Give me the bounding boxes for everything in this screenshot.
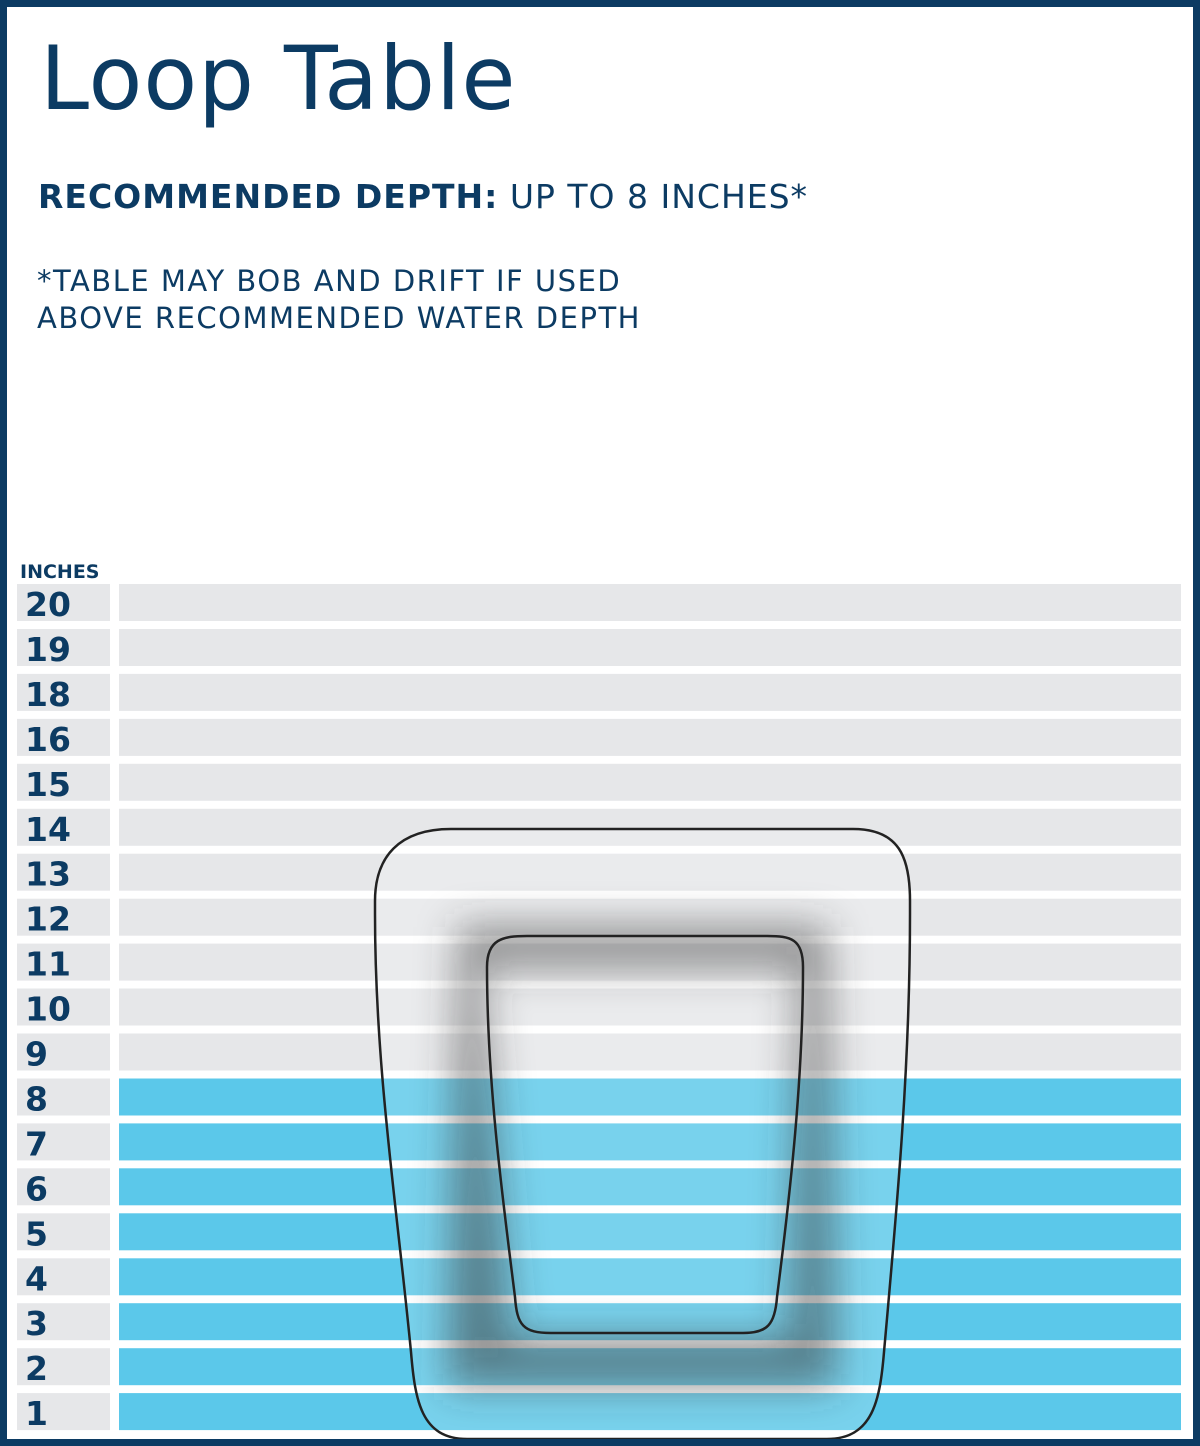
dry-band-19 [119,629,1181,666]
depth-scale: 20 19 18 16 15 14 13 12 11 10 9 8 7 6 5 4 3 2 1 [17,584,1181,1439]
tick-cell-19 [17,629,110,666]
tick-cell-5 [17,1213,110,1251]
tick-label-19: 19 [25,630,71,669]
tick-label-10: 10 [25,990,71,1029]
tick-cell-14 [17,808,110,846]
water-band-7 [119,1123,1181,1161]
water-band-1 [119,1393,1181,1431]
tick-cell-6 [17,1168,110,1206]
tick-cell-11 [17,943,110,981]
tick-cell-16 [17,718,110,756]
tick-cell-2 [17,1348,110,1386]
tick-label-3: 3 [25,1304,48,1343]
dry-band-16 [119,718,1181,756]
loop-table-icon [373,827,912,1439]
recommended-depth-value: UP TO 8 INCHES* [509,177,809,216]
tick-label-8: 8 [25,1080,48,1119]
tick-label-11: 11 [25,945,71,984]
tick-label-14: 14 [25,810,71,849]
tick-label-9: 9 [25,1035,48,1074]
footnote-line-2: ABOVE RECOMMENDED WATER DEPTH [37,301,641,335]
tick-label-15: 15 [25,765,71,804]
tick-label-2: 2 [25,1349,48,1388]
water-band-5 [119,1213,1181,1251]
tick-label-13: 13 [25,855,71,894]
tick-cell-10 [17,988,110,1026]
tick-label-20: 20 [25,585,71,624]
footnote-line-1: *TABLE MAY BOB AND DRIFT IF USED [37,264,622,298]
footnote: *TABLE MAY BOB AND DRIFT IF USED ABOVE R… [37,263,641,337]
dry-band-20 [119,584,1181,621]
tick-label-4: 4 [25,1259,48,1298]
tick-label-16: 16 [25,720,71,759]
dry-band-15 [119,763,1181,801]
tick-cell-9 [17,1033,110,1071]
tick-label-12: 12 [25,900,71,939]
recommended-depth: RECOMMENDED DEPTH: UP TO 8 INCHES* [38,177,808,216]
water-band-6 [119,1168,1181,1206]
dry-band-18 [119,673,1181,711]
tick-cell-15 [17,763,110,801]
tick-label-7: 7 [25,1124,48,1163]
tick-cell-20 [17,584,110,621]
tick-cell-12 [17,898,110,936]
water-band-4 [119,1258,1181,1296]
tick-cell-13 [17,853,110,891]
tick-cell-18 [17,673,110,711]
dry-band-10 [119,988,1181,1026]
tick-cell-1 [17,1393,110,1431]
dry-band-13 [119,853,1181,891]
tick-cell-4 [17,1258,110,1296]
tick-cell-3 [17,1303,110,1341]
tick-label-18: 18 [25,675,71,714]
dry-band-14 [119,808,1181,846]
tick-label-6: 6 [25,1169,48,1208]
page-title: Loop Table [40,27,517,130]
recommended-depth-label: RECOMMENDED DEPTH: [38,177,499,216]
depth-tick-labels: 20 19 18 16 15 14 13 12 11 10 9 8 7 6 5 4 3 2 1 [25,585,71,1433]
scale-unit-label: INCHES [20,561,100,583]
tick-label-5: 5 [25,1214,48,1253]
tick-label-1: 1 [25,1394,48,1433]
tick-cell-7 [17,1123,110,1161]
tick-cell-8 [17,1078,110,1116]
water-band-8 [119,1078,1181,1116]
dry-band-9 [119,1033,1181,1071]
